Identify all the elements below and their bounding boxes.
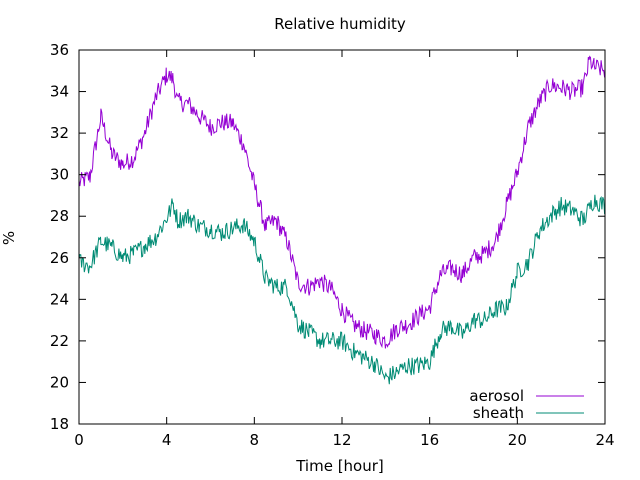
y-tick-label: 32 (50, 124, 69, 142)
y-tick-label: 20 (50, 373, 69, 391)
y-tick-label: 28 (50, 207, 69, 225)
y-tick-label: 34 (50, 83, 69, 101)
x-tick-label: 4 (162, 431, 172, 449)
legend-label-aerosol: aerosol (469, 387, 524, 405)
y-tick-label: 24 (50, 290, 69, 308)
x-tick-label: 8 (250, 431, 260, 449)
x-tick-label: 20 (508, 431, 527, 449)
y-tick-label: 26 (50, 249, 69, 267)
x-tick-label: 16 (420, 431, 439, 449)
y-tick-label: 36 (50, 41, 69, 59)
y-tick-label: 30 (50, 166, 69, 184)
y-tick-label: 22 (50, 332, 69, 350)
series-layer (78, 55, 606, 385)
series-line-aerosol (78, 55, 606, 349)
legend-label-sheath: sheath (473, 404, 524, 422)
axis-layer: 0 4 8 12 16 20 24 18 20 22 24 26 28 30 32 34 36 (50, 41, 615, 449)
x-axis-label: Time [hour] (295, 457, 384, 475)
x-tick-label: 0 (74, 431, 84, 449)
y-tick-label: 18 (50, 415, 69, 433)
series-line-sheath (78, 194, 606, 385)
x-tick-label: 12 (332, 431, 351, 449)
chart-title: Relative humidity (274, 15, 406, 33)
x-tick-label: 24 (595, 431, 614, 449)
y-axis-label: % (0, 231, 18, 245)
